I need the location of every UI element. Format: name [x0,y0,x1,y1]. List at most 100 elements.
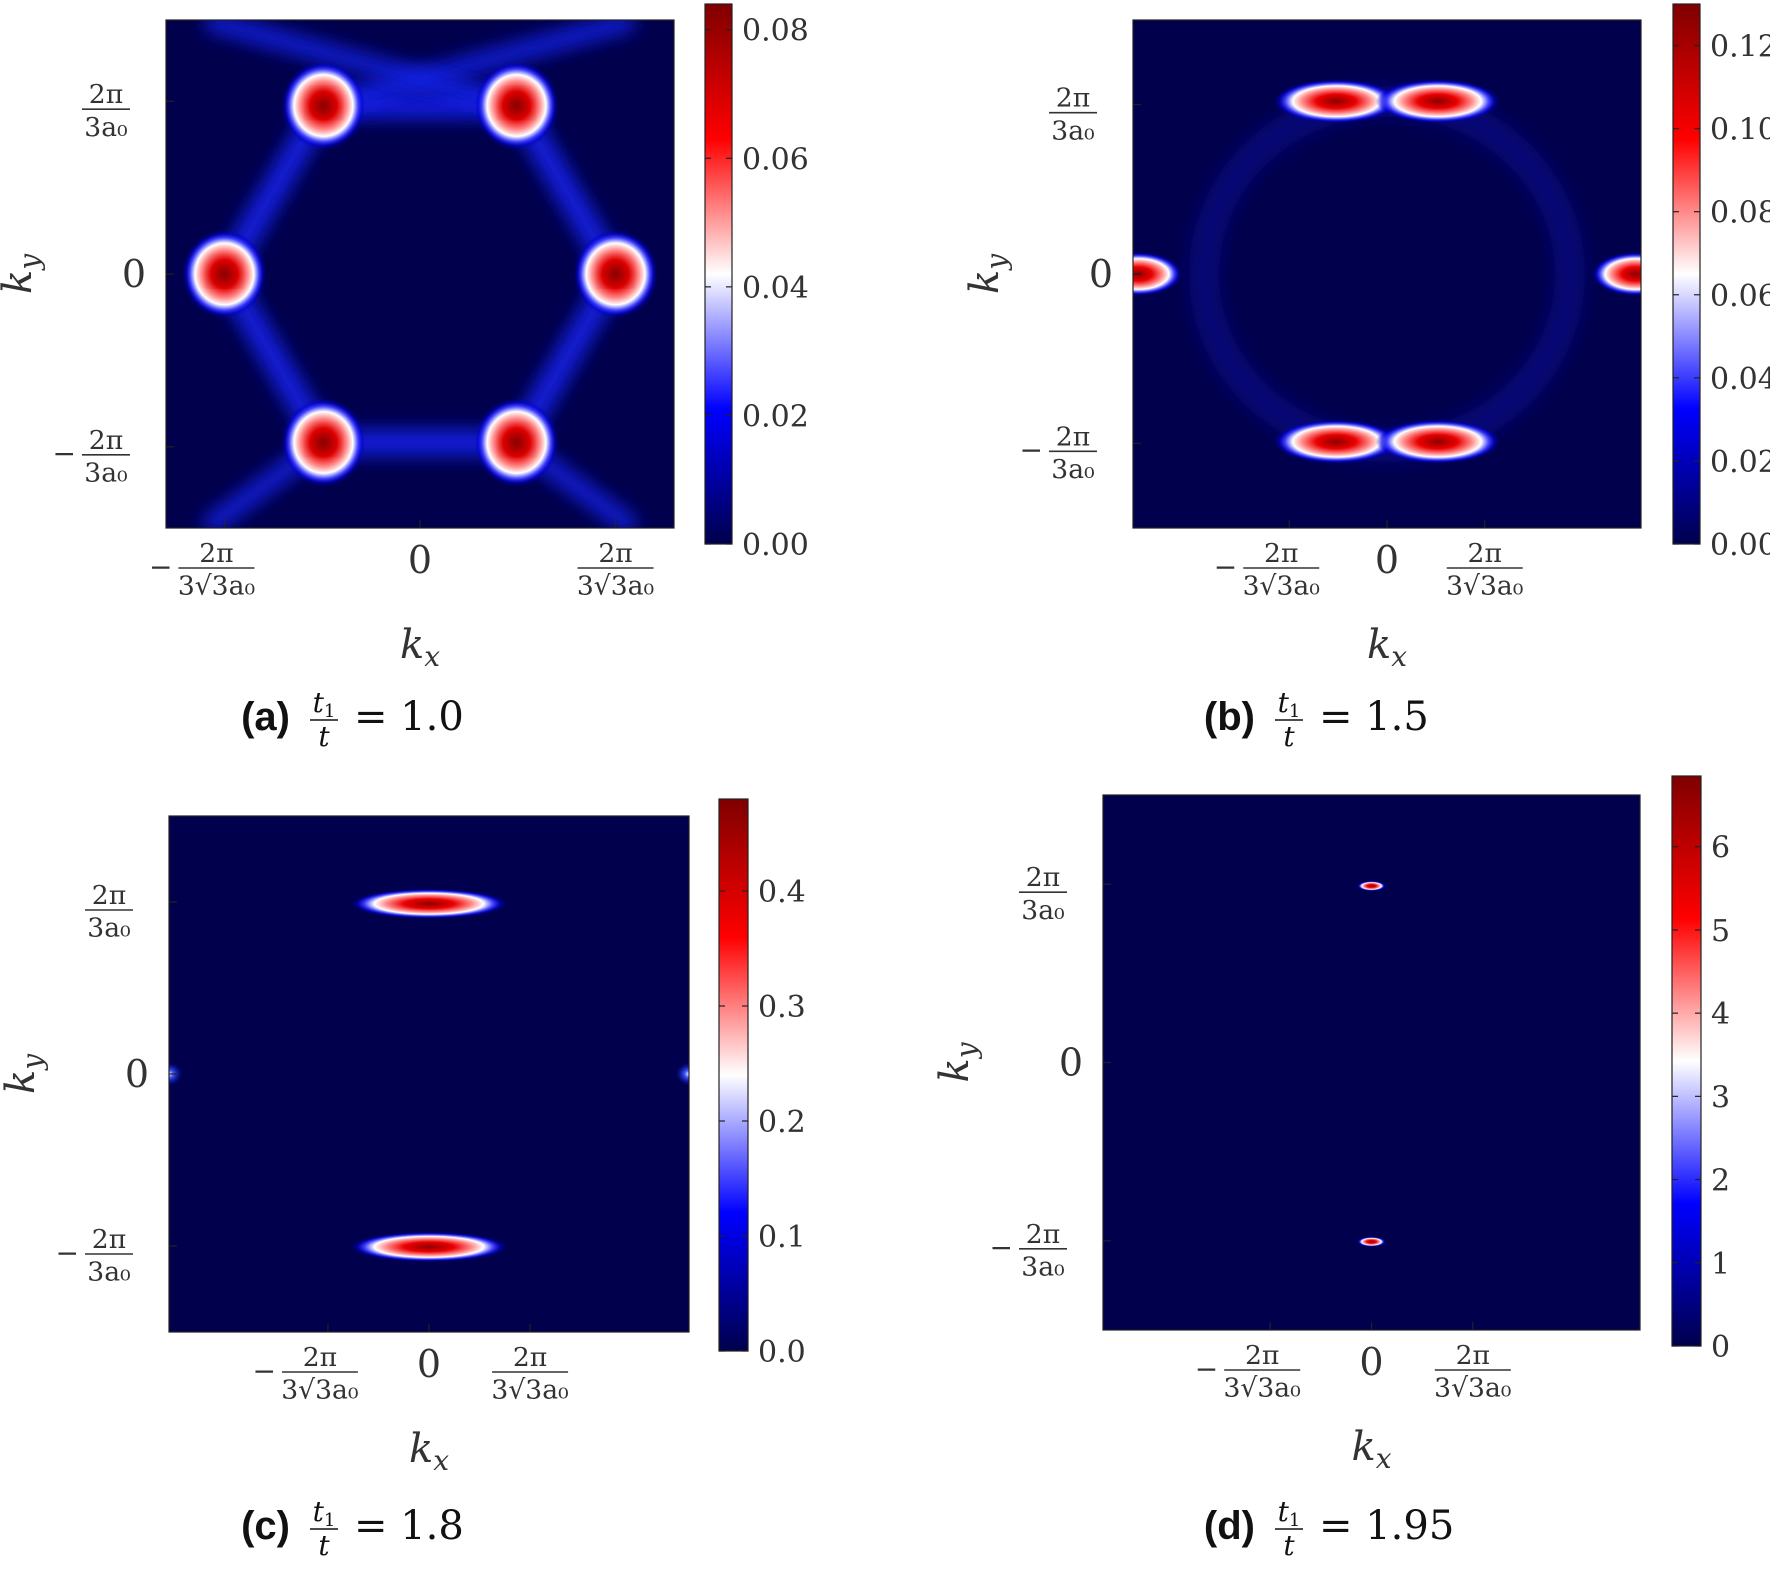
hotspot [351,888,507,919]
plot-frame [165,19,675,529]
colorbar-tick-label: 0.4 [758,875,806,910]
svg-text:2π: 2π [513,1342,547,1373]
colorbar-gradient [704,3,733,545]
caption-value: = 1.5 [1319,694,1429,740]
panel-label: (b) [1204,695,1255,739]
caption-ratio-denominator: t [318,720,330,753]
svg-text:−: − [56,1236,79,1269]
x-tick-label: 2π3√3a₀ [1446,538,1523,602]
caption-value: = 1.8 [354,1503,464,1549]
svg-text:2π: 2π [92,1224,126,1255]
y-axis-label: ky [0,253,46,294]
svg-text:2π: 2π [1245,1340,1279,1371]
svg-text:2π: 2π [1026,862,1060,893]
x-axis-label: kx [400,622,440,673]
hotspot-core [309,90,338,116]
panel-caption: (b) t1t = 1.5 [1204,686,1429,753]
x-axis-label: kx [409,1426,449,1477]
hotspot-core [502,427,531,453]
colorbar-tick-label: 0.04 [742,271,809,306]
svg-text:2π: 2π [598,538,632,569]
ring-spoke [320,20,637,116]
svg-text:3a₀: 3a₀ [87,913,130,944]
svg-text:3a₀: 3a₀ [1021,895,1064,926]
caption-ratio-numerator: t1 [313,686,336,722]
hotspot-core [309,427,338,453]
colorbar-tick-label: 0.3 [758,990,806,1025]
x-axis-label: kx [1367,622,1407,673]
plot-frame [1132,19,1642,529]
caption-ratio-numerator: t1 [313,1495,336,1531]
ring-spoke [203,20,520,116]
panel-a: −2π3√3a₀02π3√3a₀2π3a₀0−2π3a₀kxky0.000.02… [0,3,809,753]
panel-label: (d) [1204,1504,1255,1548]
x-tick-label: −2π3√3a₀ [1195,1340,1301,1404]
y-tick-label: 0 [1059,1041,1083,1085]
x-tick-label: 2π3√3a₀ [577,538,654,602]
colorbar-tick-label: 0.06 [742,142,809,177]
y-tick-label: 0 [1089,252,1113,296]
svg-text:2π: 2π [1468,538,1502,569]
svg-text:3a₀: 3a₀ [84,457,127,488]
hotspot [1375,79,1500,124]
y-axis-label: ky [932,1041,983,1082]
x-tick-label: −2π3√3a₀ [149,538,255,602]
svg-text:2π: 2π [1456,1340,1490,1371]
svg-text:3a₀: 3a₀ [1021,1251,1064,1282]
svg-text:−: − [1020,434,1043,467]
heatmap-background [1103,795,1640,1330]
hotspot [1133,252,1183,296]
svg-text:2π: 2π [89,425,123,456]
colorbar-tick-label: 0.1 [758,1220,806,1255]
x-tick-label: 0 [1375,538,1399,582]
caption-ratio-numerator: t1 [1278,1495,1301,1531]
colorbar-tick-label: 0.12 [1710,30,1770,65]
svg-text:2π: 2π [199,538,233,569]
svg-text:3a₀: 3a₀ [1051,115,1094,146]
svg-text:2π: 2π [1056,421,1090,452]
colorbar-tick-label: 0.02 [742,399,809,434]
colorbar-tick-label: 0.02 [1710,445,1770,480]
panel-label: (a) [241,695,290,739]
colorbar-tick-label: 0.08 [742,14,809,49]
colorbar-gradient [1672,3,1701,545]
colorbar-tick-label: 0.04 [1710,362,1770,397]
svg-text:2π: 2π [303,1342,337,1373]
x-tick-label: 2π3√3a₀ [491,1342,568,1406]
panel-label: (c) [241,1504,290,1548]
colorbar-tick-label: 0.00 [1710,528,1770,563]
x-tick-label: 2π3√3a₀ [1434,1340,1511,1404]
y-tick-label: 0 [125,1052,149,1096]
colorbar-tick-label: 2 [1711,1164,1730,1199]
panel-caption: (a) t1t = 1.0 [241,686,464,753]
x-tick-label: 0 [1359,1340,1383,1384]
hotspot [1375,419,1500,464]
colorbar: 0 1 2 3 4 5 6 [1671,775,1730,1365]
hotspot [675,1062,689,1086]
hotspot [1274,419,1399,464]
colorbar-tick-label: 5 [1711,914,1730,949]
x-tick-label: −2π3√3a₀ [252,1342,358,1406]
caption-ratio-denominator: t [1283,720,1295,753]
svg-text:−: − [990,1231,1013,1264]
colorbar-tick-label: 1 [1711,1247,1730,1282]
x-tick-label: −2π3√3a₀ [1214,538,1320,602]
y-axis-label: ky [0,1053,49,1094]
hotspot [1591,252,1641,296]
svg-text:2π: 2π [1056,83,1090,114]
colorbar-tick-label: 0 [1711,1330,1730,1365]
colorbar-tick-label: 4 [1711,997,1730,1032]
colorbar-tick-label: 3 [1711,1080,1730,1115]
svg-text:−: − [1195,1352,1218,1385]
x-axis-label: kx [1351,1424,1391,1475]
svg-text:3√3a₀: 3√3a₀ [1243,571,1320,602]
